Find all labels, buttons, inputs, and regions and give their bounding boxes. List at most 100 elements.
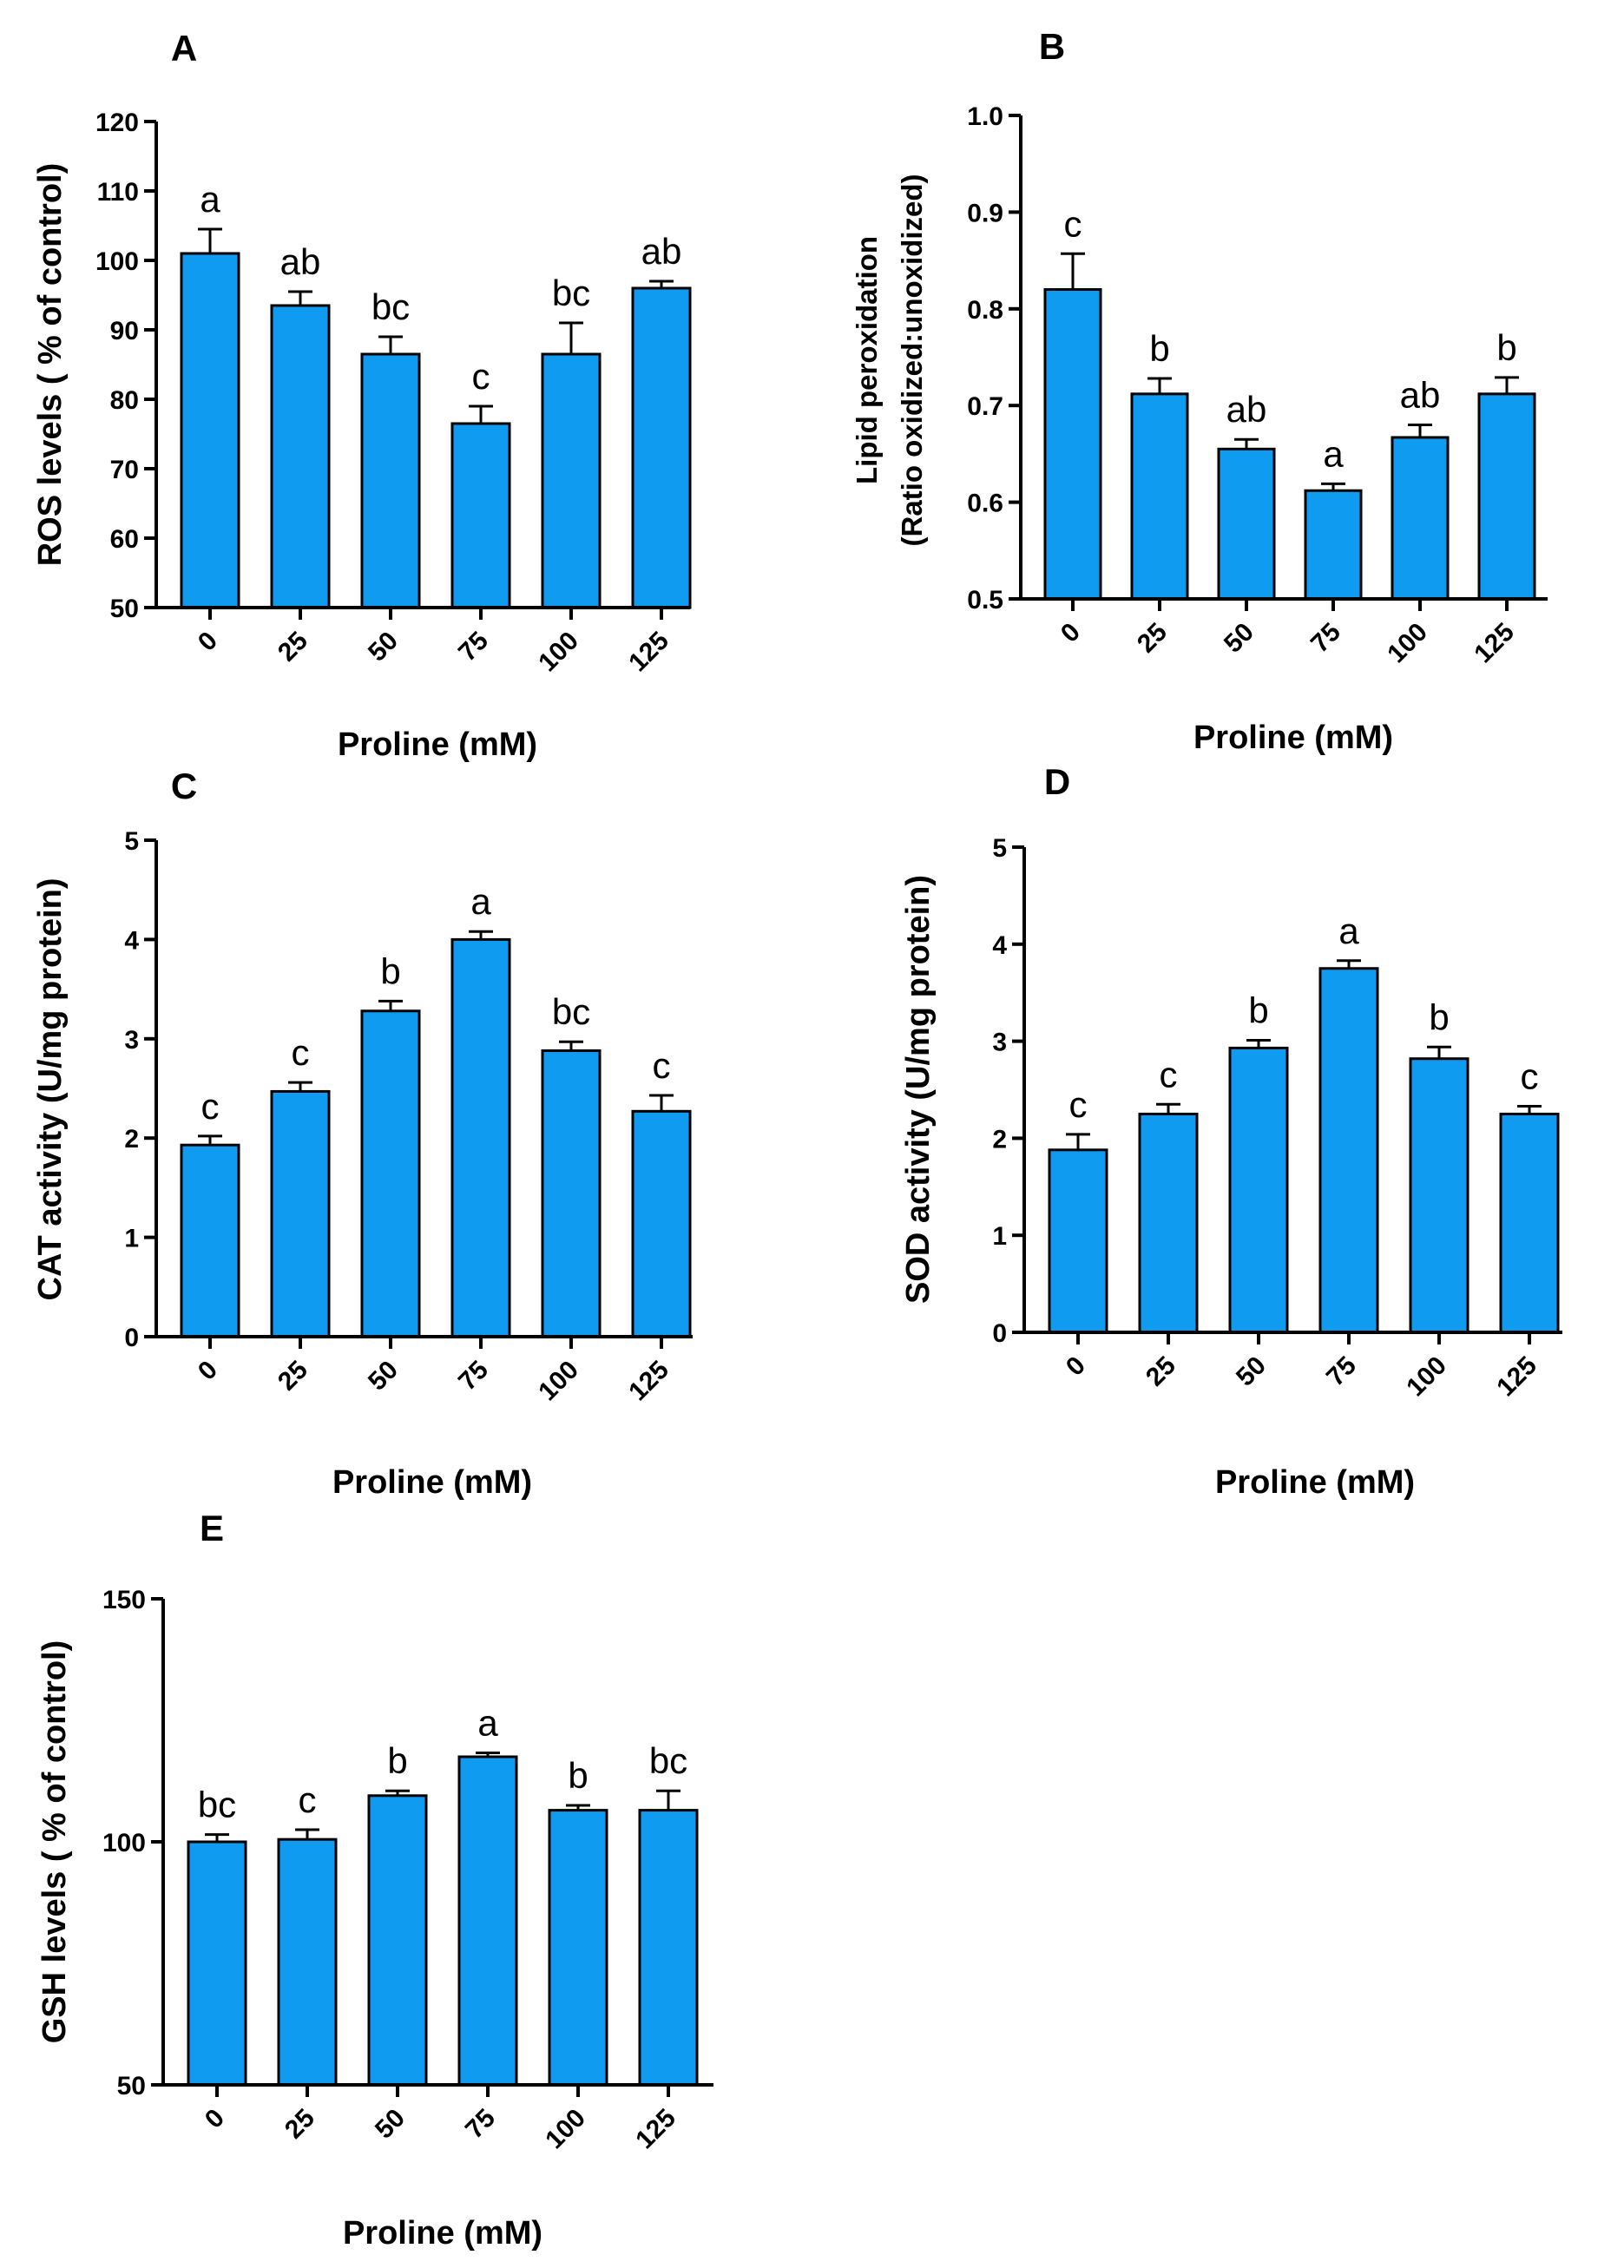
- bar: [638, 1809, 699, 2087]
- bar: [1217, 447, 1276, 601]
- y-tick-label: 4: [992, 931, 1007, 960]
- x-tick-label: 125: [1469, 618, 1520, 669]
- x-axis-title: Proline (mM): [332, 1464, 532, 1501]
- x-tick-label: 75: [1305, 618, 1346, 659]
- y-tick-label: 3: [124, 1026, 139, 1055]
- bar: [1318, 967, 1379, 1334]
- bar: [360, 352, 421, 609]
- bar: [180, 1143, 240, 1338]
- bar: [1477, 392, 1536, 601]
- y-tick-label: 3: [992, 1029, 1007, 1057]
- significance-label: bc: [552, 991, 590, 1032]
- y-tick-label: 70: [110, 456, 139, 484]
- x-tick-label: 0: [1061, 1351, 1091, 1382]
- x-tick-label: 25: [1132, 618, 1173, 659]
- bar: [1130, 392, 1189, 601]
- significance-label: a: [1323, 433, 1344, 474]
- significance-label: bc: [649, 1740, 687, 1781]
- y-tick-label: 1.0: [967, 102, 1003, 131]
- x-tick-label: 100: [533, 627, 584, 678]
- y-tick-label: 2: [992, 1125, 1007, 1154]
- x-tick-label: 125: [623, 627, 674, 678]
- significance-label: b: [1429, 996, 1449, 1037]
- x-tick-label: 100: [1382, 618, 1433, 669]
- y-tick-label: 1: [124, 1225, 139, 1253]
- x-tick-label: 25: [273, 1356, 313, 1397]
- bar: [1048, 1148, 1108, 1334]
- bar: [631, 286, 692, 609]
- panel-letter: B: [1039, 26, 1065, 67]
- significance-label: bc: [371, 286, 410, 327]
- bar: [360, 1009, 421, 1338]
- significance-label: b: [1149, 328, 1169, 369]
- y-tick-label: 100: [95, 247, 139, 276]
- y-axis-title: ROS levels ( % of control): [32, 163, 69, 567]
- y-tick-label: 0.8: [967, 296, 1003, 325]
- significance-label: c: [1521, 1056, 1539, 1097]
- significance-label: c: [1160, 1054, 1178, 1095]
- bar: [541, 352, 602, 609]
- bar: [187, 1840, 247, 2087]
- x-tick-label: 75: [453, 1356, 494, 1397]
- panel-letter: C: [171, 766, 197, 806]
- significance-label: ab: [1226, 389, 1267, 430]
- panel-b: Bc b ab a ab b 0.5 0.6 0.7 0.8 0.9 1.0 0 25 50 75 100 125…: [851, 26, 1548, 756]
- y-axis-title: SOD activity (U/mg protein): [900, 875, 937, 1304]
- y-tick-label: 1: [992, 1222, 1007, 1251]
- y-axis-title: CAT activity (U/mg protein): [32, 878, 69, 1301]
- bar: [1138, 1112, 1199, 1334]
- x-tick-label: 25: [273, 627, 313, 667]
- bar: [541, 1049, 602, 1338]
- x-tick-label: 125: [630, 2104, 681, 2155]
- significance-label: bc: [552, 273, 590, 313]
- bar: [270, 1089, 331, 1338]
- x-tick-label: 100: [1401, 1351, 1452, 1403]
- significance-label: a: [200, 179, 220, 220]
- y-tick-label: 80: [110, 386, 139, 415]
- y-axis-title-line2: (Ratio oxidized:unoxidized): [896, 174, 928, 547]
- y-tick-label: 90: [110, 317, 139, 345]
- significance-label: c: [472, 356, 490, 397]
- significance-label: b: [380, 950, 400, 991]
- bar: [1228, 1046, 1289, 1334]
- y-tick-label: 60: [110, 525, 139, 554]
- x-tick-label: 75: [460, 2104, 501, 2145]
- y-axis-title-line1: Lipid peroxidation: [851, 236, 883, 484]
- significance-label: b: [387, 1740, 407, 1781]
- x-tick-label: 50: [1231, 1351, 1272, 1392]
- y-tick-label: 50: [110, 595, 139, 623]
- x-tick-label: 75: [453, 627, 494, 667]
- y-tick-label: 50: [117, 2072, 146, 2100]
- x-tick-label: 50: [363, 627, 404, 667]
- bar: [277, 1837, 338, 2087]
- significance-label: b: [1496, 327, 1516, 368]
- x-tick-label: 25: [279, 2104, 320, 2145]
- panel-letter: D: [1044, 761, 1070, 802]
- significance-label: ab: [641, 231, 682, 272]
- bar: [1043, 288, 1102, 601]
- x-tick-label: 125: [1491, 1351, 1542, 1403]
- x-tick-label: 100: [533, 1356, 584, 1407]
- x-tick-label: 100: [540, 2104, 591, 2155]
- x-tick-label: 0: [200, 2104, 230, 2134]
- y-tick-label: 5: [124, 827, 139, 856]
- x-tick-label: 0: [1055, 618, 1086, 648]
- significance-label: c: [299, 1779, 317, 1820]
- y-tick-label: 0: [992, 1319, 1007, 1348]
- bar: [1391, 436, 1450, 601]
- x-tick-label: 75: [1321, 1351, 1362, 1392]
- x-axis-title: Proline (mM): [338, 726, 537, 763]
- significance-label: c: [201, 1086, 220, 1127]
- significance-label: b: [568, 1755, 588, 1796]
- significance-label: c: [653, 1045, 671, 1086]
- significance-label: c: [1064, 203, 1082, 244]
- x-axis-title: Proline (mM): [1193, 720, 1393, 756]
- bar: [1304, 489, 1363, 601]
- bar: [367, 1794, 428, 2087]
- significance-label: a: [470, 881, 491, 922]
- x-tick-label: 0: [193, 1356, 223, 1386]
- x-tick-label: 125: [623, 1356, 674, 1407]
